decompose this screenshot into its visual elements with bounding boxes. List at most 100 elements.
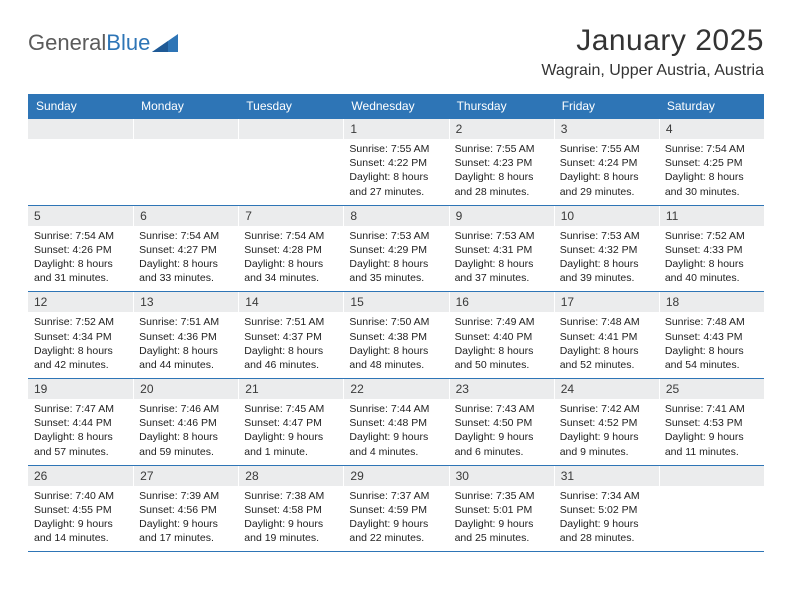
daylight-text: Daylight: 8 hours and 27 minutes. bbox=[349, 170, 442, 198]
sunset-text: Sunset: 4:48 PM bbox=[349, 416, 442, 430]
daylight-text: Daylight: 8 hours and 42 minutes. bbox=[34, 344, 127, 372]
sunrise-text: Sunrise: 7:50 AM bbox=[349, 315, 442, 329]
daylight-text: Daylight: 8 hours and 48 minutes. bbox=[349, 344, 442, 372]
day-number: 4 bbox=[659, 119, 764, 139]
sunset-text: Sunset: 4:34 PM bbox=[34, 330, 127, 344]
day-cell: 8Sunrise: 7:53 AMSunset: 4:29 PMDaylight… bbox=[343, 206, 448, 292]
sunrise-text: Sunrise: 7:42 AM bbox=[560, 402, 653, 416]
day-details: Sunrise: 7:53 AMSunset: 4:31 PMDaylight:… bbox=[449, 226, 554, 292]
day-details: Sunrise: 7:51 AMSunset: 4:36 PMDaylight:… bbox=[133, 312, 238, 378]
day-details: Sunrise: 7:48 AMSunset: 4:41 PMDaylight:… bbox=[554, 312, 659, 378]
day-number: 28 bbox=[238, 466, 343, 486]
sunrise-text: Sunrise: 7:41 AM bbox=[665, 402, 758, 416]
location-subtitle: Wagrain, Upper Austria, Austria bbox=[541, 62, 764, 80]
day-details bbox=[28, 139, 133, 199]
day-details: Sunrise: 7:55 AMSunset: 4:22 PMDaylight:… bbox=[343, 139, 448, 205]
daylight-text: Daylight: 8 hours and 46 minutes. bbox=[244, 344, 337, 372]
day-details: Sunrise: 7:55 AMSunset: 4:24 PMDaylight:… bbox=[554, 139, 659, 205]
day-number bbox=[133, 119, 238, 139]
day-details: Sunrise: 7:50 AMSunset: 4:38 PMDaylight:… bbox=[343, 312, 448, 378]
sunset-text: Sunset: 4:32 PM bbox=[560, 243, 653, 257]
day-number: 15 bbox=[343, 292, 448, 312]
day-details: Sunrise: 7:38 AMSunset: 4:58 PMDaylight:… bbox=[238, 486, 343, 552]
day-cell: 11Sunrise: 7:52 AMSunset: 4:33 PMDayligh… bbox=[659, 206, 764, 292]
sunrise-text: Sunrise: 7:53 AM bbox=[455, 229, 548, 243]
sunrise-text: Sunrise: 7:48 AM bbox=[560, 315, 653, 329]
brand-name-2: Blue bbox=[106, 30, 150, 56]
daylight-text: Daylight: 9 hours and 19 minutes. bbox=[244, 517, 337, 545]
daylight-text: Daylight: 8 hours and 31 minutes. bbox=[34, 257, 127, 285]
day-number: 30 bbox=[449, 466, 554, 486]
day-cell: 4Sunrise: 7:54 AMSunset: 4:25 PMDaylight… bbox=[659, 119, 764, 205]
day-number: 21 bbox=[238, 379, 343, 399]
daylight-text: Daylight: 9 hours and 17 minutes. bbox=[139, 517, 232, 545]
sunset-text: Sunset: 5:01 PM bbox=[455, 503, 548, 517]
day-details: Sunrise: 7:41 AMSunset: 4:53 PMDaylight:… bbox=[659, 399, 764, 465]
day-cell: 21Sunrise: 7:45 AMSunset: 4:47 PMDayligh… bbox=[238, 379, 343, 465]
day-details: Sunrise: 7:54 AMSunset: 4:25 PMDaylight:… bbox=[659, 139, 764, 205]
daylight-text: Daylight: 9 hours and 9 minutes. bbox=[560, 430, 653, 458]
weekday-header: Sunday bbox=[28, 94, 133, 119]
day-details: Sunrise: 7:37 AMSunset: 4:59 PMDaylight:… bbox=[343, 486, 448, 552]
month-title: January 2025 bbox=[541, 24, 764, 58]
weekday-header: Monday bbox=[133, 94, 238, 119]
day-cell: 1Sunrise: 7:55 AMSunset: 4:22 PMDaylight… bbox=[343, 119, 448, 205]
day-cell: 20Sunrise: 7:46 AMSunset: 4:46 PMDayligh… bbox=[133, 379, 238, 465]
week-row: 12Sunrise: 7:52 AMSunset: 4:34 PMDayligh… bbox=[28, 292, 764, 379]
sunset-text: Sunset: 4:22 PM bbox=[349, 156, 442, 170]
day-cell: 24Sunrise: 7:42 AMSunset: 4:52 PMDayligh… bbox=[554, 379, 659, 465]
day-number: 17 bbox=[554, 292, 659, 312]
brand-logo: GeneralBlue bbox=[28, 30, 178, 56]
daylight-text: Daylight: 8 hours and 52 minutes. bbox=[560, 344, 653, 372]
daylight-text: Daylight: 8 hours and 28 minutes. bbox=[455, 170, 548, 198]
sunrise-text: Sunrise: 7:47 AM bbox=[34, 402, 127, 416]
sunset-text: Sunset: 4:59 PM bbox=[349, 503, 442, 517]
sunset-text: Sunset: 4:38 PM bbox=[349, 330, 442, 344]
day-number: 24 bbox=[554, 379, 659, 399]
sunset-text: Sunset: 4:56 PM bbox=[139, 503, 232, 517]
day-cell: 12Sunrise: 7:52 AMSunset: 4:34 PMDayligh… bbox=[28, 292, 133, 378]
daylight-text: Daylight: 9 hours and 28 minutes. bbox=[560, 517, 653, 545]
day-cell: 26Sunrise: 7:40 AMSunset: 4:55 PMDayligh… bbox=[28, 466, 133, 552]
sunrise-text: Sunrise: 7:55 AM bbox=[349, 142, 442, 156]
sunset-text: Sunset: 4:36 PM bbox=[139, 330, 232, 344]
daylight-text: Daylight: 9 hours and 25 minutes. bbox=[455, 517, 548, 545]
sunrise-text: Sunrise: 7:54 AM bbox=[34, 229, 127, 243]
sunset-text: Sunset: 4:24 PM bbox=[560, 156, 653, 170]
week-row: 5Sunrise: 7:54 AMSunset: 4:26 PMDaylight… bbox=[28, 206, 764, 293]
day-number bbox=[238, 119, 343, 139]
day-cell: 9Sunrise: 7:53 AMSunset: 4:31 PMDaylight… bbox=[449, 206, 554, 292]
sunrise-text: Sunrise: 7:54 AM bbox=[665, 142, 758, 156]
daylight-text: Daylight: 8 hours and 34 minutes. bbox=[244, 257, 337, 285]
day-cell: 16Sunrise: 7:49 AMSunset: 4:40 PMDayligh… bbox=[449, 292, 554, 378]
day-number: 16 bbox=[449, 292, 554, 312]
title-block: January 2025 Wagrain, Upper Austria, Aus… bbox=[541, 24, 764, 80]
daylight-text: Daylight: 9 hours and 14 minutes. bbox=[34, 517, 127, 545]
day-details: Sunrise: 7:48 AMSunset: 4:43 PMDaylight:… bbox=[659, 312, 764, 378]
daylight-text: Daylight: 8 hours and 50 minutes. bbox=[455, 344, 548, 372]
sunrise-text: Sunrise: 7:52 AM bbox=[665, 229, 758, 243]
day-cell: 23Sunrise: 7:43 AMSunset: 4:50 PMDayligh… bbox=[449, 379, 554, 465]
daylight-text: Daylight: 9 hours and 22 minutes. bbox=[349, 517, 442, 545]
day-cell bbox=[28, 119, 133, 205]
day-cell: 22Sunrise: 7:44 AMSunset: 4:48 PMDayligh… bbox=[343, 379, 448, 465]
day-cell: 29Sunrise: 7:37 AMSunset: 4:59 PMDayligh… bbox=[343, 466, 448, 552]
sunrise-text: Sunrise: 7:45 AM bbox=[244, 402, 337, 416]
day-details: Sunrise: 7:51 AMSunset: 4:37 PMDaylight:… bbox=[238, 312, 343, 378]
daylight-text: Daylight: 8 hours and 33 minutes. bbox=[139, 257, 232, 285]
day-number: 12 bbox=[28, 292, 133, 312]
daylight-text: Daylight: 9 hours and 6 minutes. bbox=[455, 430, 548, 458]
day-cell: 18Sunrise: 7:48 AMSunset: 4:43 PMDayligh… bbox=[659, 292, 764, 378]
sunset-text: Sunset: 4:28 PM bbox=[244, 243, 337, 257]
day-cell: 13Sunrise: 7:51 AMSunset: 4:36 PMDayligh… bbox=[133, 292, 238, 378]
daylight-text: Daylight: 8 hours and 37 minutes. bbox=[455, 257, 548, 285]
day-number: 23 bbox=[449, 379, 554, 399]
day-cell: 6Sunrise: 7:54 AMSunset: 4:27 PMDaylight… bbox=[133, 206, 238, 292]
sunrise-text: Sunrise: 7:43 AM bbox=[455, 402, 548, 416]
day-number: 10 bbox=[554, 206, 659, 226]
sunset-text: Sunset: 4:46 PM bbox=[139, 416, 232, 430]
sunset-text: Sunset: 4:23 PM bbox=[455, 156, 548, 170]
day-details: Sunrise: 7:45 AMSunset: 4:47 PMDaylight:… bbox=[238, 399, 343, 465]
daylight-text: Daylight: 9 hours and 1 minute. bbox=[244, 430, 337, 458]
sunset-text: Sunset: 4:40 PM bbox=[455, 330, 548, 344]
